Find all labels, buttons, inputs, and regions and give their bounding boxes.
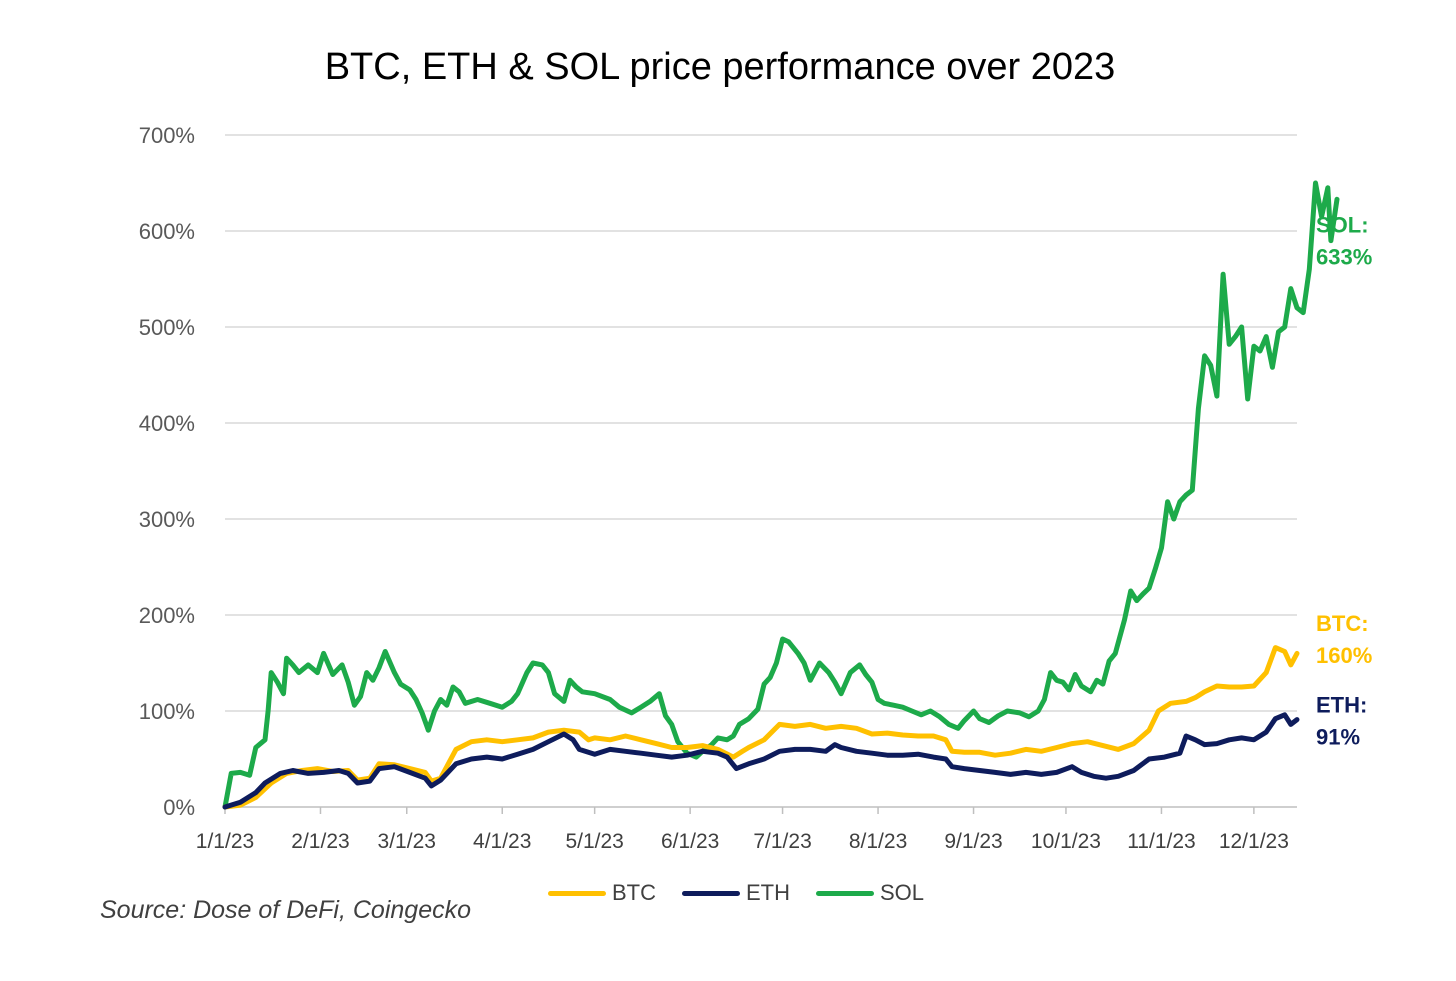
series-line-eth: [222, 712, 1300, 810]
y-tick-label: 400%: [139, 411, 195, 436]
end-labels: BTC: 160% ETH: 91% SOL: 633%: [1316, 213, 1372, 750]
chart-title: BTC, ETH & SOL price performance over 20…: [324, 46, 1116, 88]
series-lines: [222, 180, 1340, 810]
end-label-sol: SOL:: [1316, 213, 1369, 238]
y-tick-label: 0%: [163, 795, 195, 820]
x-tick-label: 11/1/23: [1127, 830, 1196, 853]
end-label-sol: 633%: [1316, 245, 1372, 270]
legend-item-eth: ETH: [682, 880, 790, 906]
source-note: Source: Dose of DeFi, Coingecko: [100, 896, 472, 924]
x-tick-label: 2/1/23: [291, 830, 349, 853]
legend-swatch-sol: [816, 890, 874, 896]
y-axis-ticks: 0% 100% 200% 300% 400% 500% 600% 700%: [139, 123, 195, 820]
legend-label-eth: ETH: [746, 880, 790, 905]
y-tick-label: 700%: [139, 123, 195, 148]
x-tick-label: 5/1/23: [565, 830, 623, 853]
end-label-btc: BTC:: [1316, 611, 1369, 636]
x-tick-label: 7/1/23: [753, 830, 811, 853]
legend-swatch-eth: [682, 890, 740, 896]
legend-item-btc: BTC: [548, 880, 656, 906]
end-label-eth: ETH:: [1316, 693, 1367, 718]
legend-swatch-btc: [548, 890, 606, 896]
x-tick-label: 3/1/23: [378, 830, 436, 853]
series-line-btc: [222, 645, 1300, 810]
x-tick-label: 6/1/23: [661, 830, 719, 853]
x-tick-label: 1/1/23: [196, 830, 254, 853]
x-tick-label: 12/1/23: [1219, 830, 1289, 853]
series-line-sol: [222, 180, 1340, 810]
end-label-eth: 91%: [1316, 725, 1360, 750]
y-tick-label: 500%: [139, 315, 195, 340]
legend-label-btc: BTC: [612, 880, 656, 905]
end-label-btc: 160%: [1316, 643, 1372, 668]
y-tick-label: 300%: [139, 507, 195, 532]
gridlines: [225, 134, 1297, 712]
y-tick-label: 200%: [139, 603, 195, 628]
x-tick-label: 4/1/23: [473, 830, 531, 853]
x-tick-label: 8/1/23: [849, 830, 907, 853]
legend: BTC ETH SOL: [548, 880, 950, 906]
x-tick-label: 10/1/23: [1031, 830, 1101, 853]
x-axis: 1/1/23 2/1/23 3/1/23 4/1/23 5/1/23 6/1/23 7/1/…: [196, 806, 1297, 853]
y-tick-label: 100%: [139, 699, 195, 724]
legend-item-sol: SOL: [816, 880, 924, 906]
legend-label-sol: SOL: [880, 880, 925, 905]
y-tick-label: 600%: [139, 219, 195, 244]
x-tick-label: 9/1/23: [944, 830, 1002, 853]
